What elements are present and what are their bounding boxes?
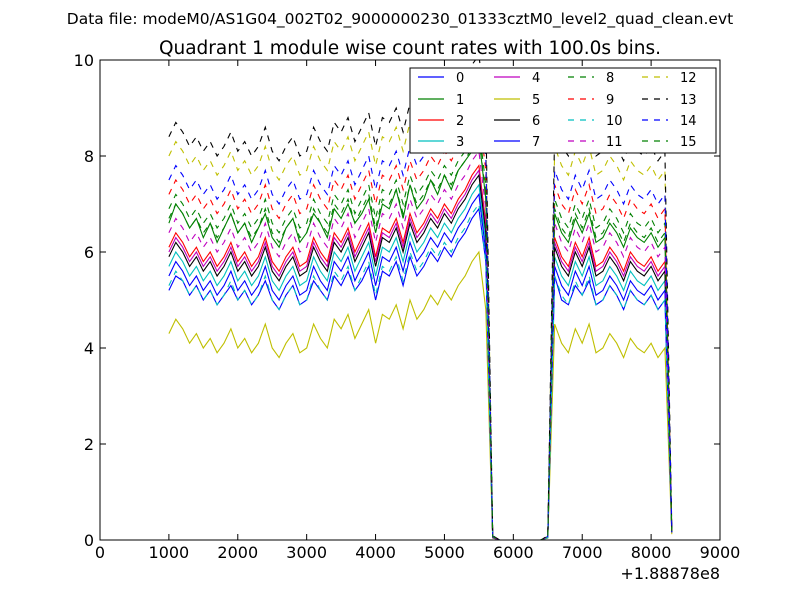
legend-label-11: 11 xyxy=(606,135,623,150)
legend-label-6: 6 xyxy=(532,114,540,129)
legend-label-5: 5 xyxy=(532,93,540,108)
x-tick-label: 3000 xyxy=(286,543,327,562)
legend-label-15: 15 xyxy=(680,135,697,150)
y-tick-label: 8 xyxy=(84,147,94,166)
series-line-9 xyxy=(168,111,673,540)
y-tick-label: 10 xyxy=(74,51,94,70)
series-line-5 xyxy=(168,250,673,540)
legend-label-2: 2 xyxy=(456,114,464,129)
x-tick-label: 8000 xyxy=(631,543,672,562)
y-tick-label: 0 xyxy=(84,531,94,550)
x-offset-label: +1.88878e8 xyxy=(620,564,720,583)
series-line-2 xyxy=(168,164,673,540)
legend-label-4: 4 xyxy=(532,71,540,86)
y-tick-label: 4 xyxy=(84,339,94,358)
x-tick-label: 2000 xyxy=(217,543,258,562)
series-line-1 xyxy=(168,134,673,540)
x-tick-label: 5000 xyxy=(424,543,465,562)
series-line-6 xyxy=(168,173,673,540)
x-tick-label: 7000 xyxy=(562,543,603,562)
series-line-14 xyxy=(168,96,673,540)
x-tick-label: 6000 xyxy=(493,543,534,562)
series-line-11 xyxy=(168,149,673,540)
legend-label-12: 12 xyxy=(680,71,697,86)
legend-label-13: 13 xyxy=(680,93,697,108)
plot-frame xyxy=(99,59,721,541)
legend-label-10: 10 xyxy=(606,114,623,129)
series-line-8 xyxy=(168,125,673,540)
figure-suptitle: Data file: modeM0/AS1G04_002T02_90000002… xyxy=(67,10,733,29)
chart-title: Quadrant 1 module wise count rates with … xyxy=(159,38,661,59)
axis-ticks: 0 1000 2000 3000 4000 5000 6000 7000 8000 9000 0 2 4… xyxy=(74,51,741,562)
x-tick-label: 0 xyxy=(95,543,105,562)
series-line-15 xyxy=(168,135,673,540)
series-line-4 xyxy=(168,168,673,540)
legend-label-1: 1 xyxy=(456,93,464,108)
x-tick-label: 1000 xyxy=(149,543,190,562)
y-tick-label: 2 xyxy=(84,435,94,454)
series-line-10 xyxy=(168,202,673,540)
legend-label-9: 9 xyxy=(606,93,614,108)
legend-label-0: 0 xyxy=(456,71,464,86)
legend-label-8: 8 xyxy=(606,71,614,86)
x-tick-label: 9000 xyxy=(700,543,741,562)
x-tick-label: 4000 xyxy=(355,543,396,562)
legend-label-14: 14 xyxy=(680,114,697,129)
series-line-3 xyxy=(168,183,673,540)
legend-label-7: 7 xyxy=(532,135,540,150)
legend-frame xyxy=(409,67,717,154)
series-line-7 xyxy=(168,192,673,540)
y-tick-label: 6 xyxy=(84,243,94,262)
legend-label-3: 3 xyxy=(456,135,464,150)
series-line-0 xyxy=(168,207,673,540)
